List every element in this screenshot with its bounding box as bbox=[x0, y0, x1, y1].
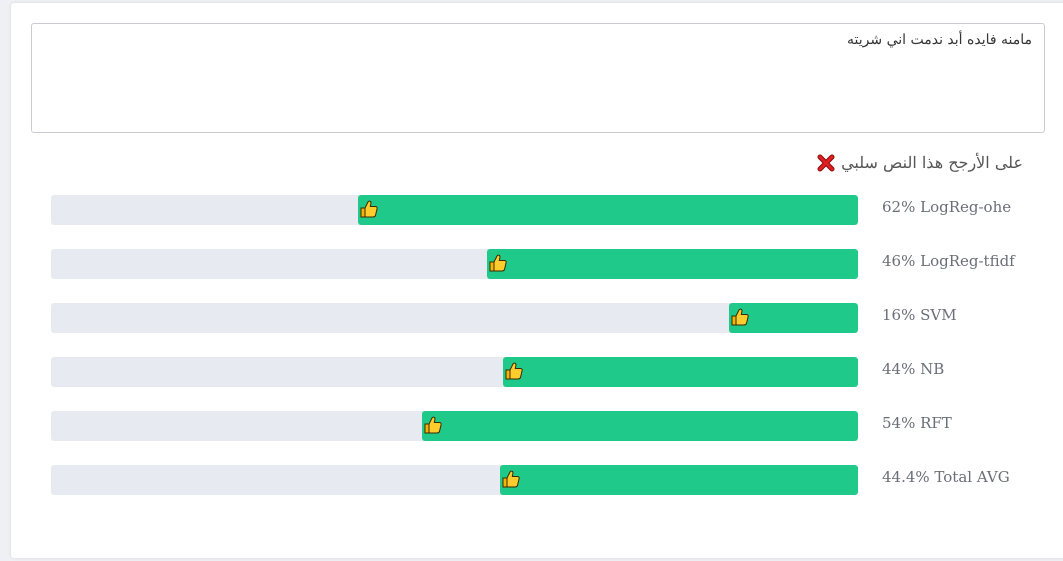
model-label: 46% LogReg-tfidf bbox=[882, 252, 1015, 270]
thumbs-up-icon bbox=[501, 469, 521, 489]
progress-track bbox=[51, 411, 858, 441]
verdict: على الأرجح هذا النص سلبي bbox=[817, 153, 1023, 172]
progress-fill bbox=[357, 195, 858, 225]
progress-fill bbox=[502, 357, 858, 387]
thumbs-up-icon bbox=[488, 253, 508, 273]
model-row: 44.4% Total AVG bbox=[51, 465, 1061, 495]
progress-fill bbox=[728, 303, 858, 333]
input-textarea[interactable]: مامنه فايده أبد ندمت اني شريته bbox=[31, 23, 1045, 133]
model-row: 44% NB bbox=[51, 357, 1061, 387]
progress-track bbox=[51, 249, 858, 279]
progress-track bbox=[51, 195, 858, 225]
progress-fill bbox=[486, 249, 858, 279]
model-label: 44.4% Total AVG bbox=[882, 468, 1010, 486]
progress-track bbox=[51, 465, 858, 495]
verdict-text: على الأرجح هذا النص سلبي bbox=[841, 153, 1023, 172]
progress-track bbox=[51, 303, 858, 333]
model-row: 54% RFT bbox=[51, 411, 1061, 441]
model-row: 62% LogReg-ohe bbox=[51, 195, 1061, 225]
thumbs-up-icon bbox=[504, 361, 524, 381]
model-label: 62% LogReg-ohe bbox=[882, 198, 1012, 216]
thumbs-up-icon bbox=[730, 307, 750, 327]
thumbs-up-icon bbox=[359, 199, 379, 219]
progress-fill bbox=[422, 411, 858, 441]
results-card: مامنه فايده أبد ندمت اني شريته على الأرج… bbox=[11, 3, 1063, 558]
progress-fill bbox=[499, 465, 858, 495]
model-row: 46% LogReg-tfidf bbox=[51, 249, 1061, 279]
model-label: 16% SVM bbox=[882, 306, 957, 324]
progress-track bbox=[51, 357, 858, 387]
thumbs-up-icon bbox=[423, 415, 443, 435]
model-label: 54% RFT bbox=[882, 414, 952, 432]
cross-mark-icon bbox=[817, 154, 835, 171]
model-row: 16% SVM bbox=[51, 303, 1061, 333]
model-label: 44% NB bbox=[882, 360, 945, 378]
